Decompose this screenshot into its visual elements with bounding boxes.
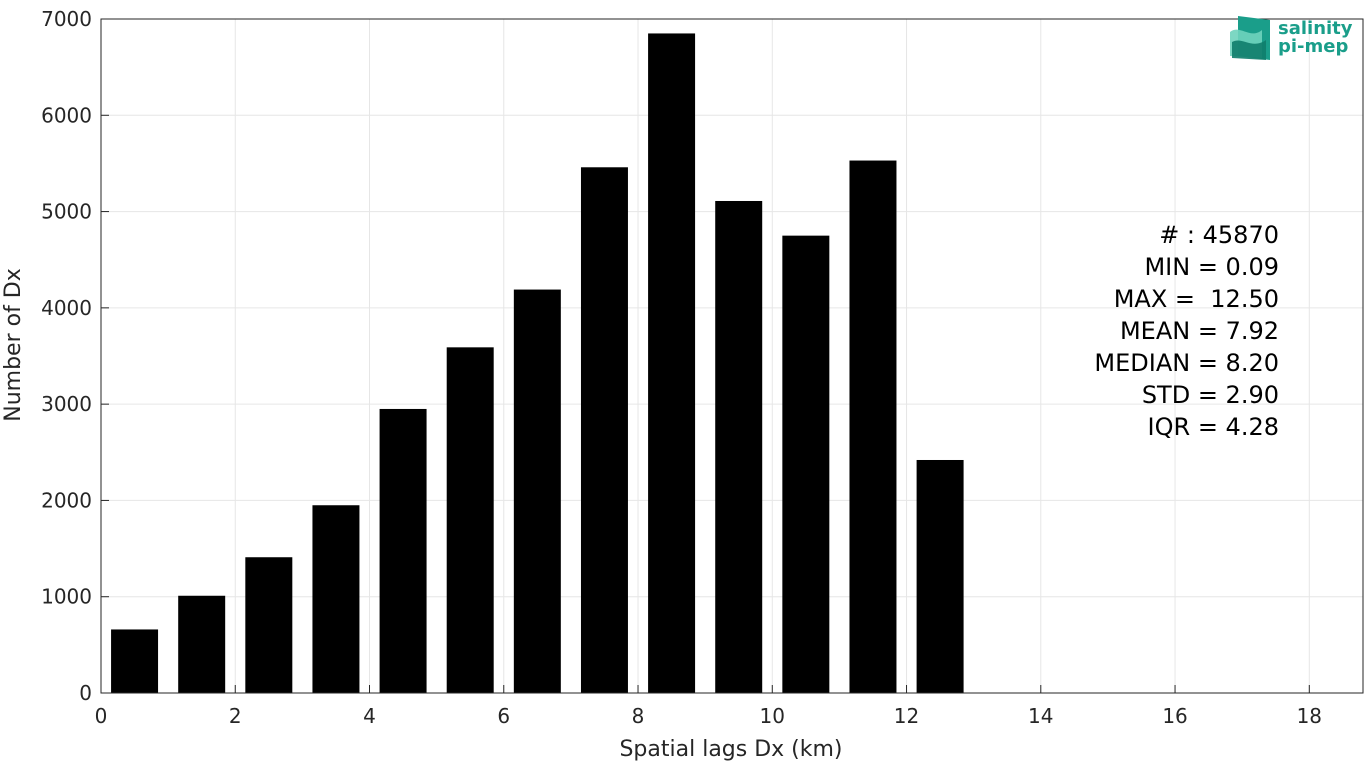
histogram-bar bbox=[916, 459, 964, 693]
stat-annotation: MEDIAN = 8.20 bbox=[1094, 349, 1279, 377]
x-tick-label: 4 bbox=[363, 704, 376, 728]
axes bbox=[100, 18, 1364, 694]
wave-logo-icon bbox=[1230, 16, 1270, 60]
stat-annotation: STD = 2.90 bbox=[1142, 381, 1279, 409]
x-tick-label: 8 bbox=[632, 704, 645, 728]
histogram-bar bbox=[379, 408, 427, 693]
stat-annotation: MIN = 0.09 bbox=[1144, 253, 1279, 281]
histogram-bar bbox=[178, 595, 226, 693]
histogram-bar bbox=[446, 347, 494, 693]
stat-annotation: # : 45870 bbox=[1159, 221, 1279, 249]
y-tick-label: 1000 bbox=[41, 585, 92, 609]
y-tick-label: 6000 bbox=[41, 103, 92, 127]
histogram-bar bbox=[648, 33, 696, 693]
histogram-bar bbox=[715, 200, 763, 694]
stat-annotation: IQR = 4.28 bbox=[1148, 413, 1279, 441]
histogram-bar bbox=[312, 505, 360, 693]
statistics-box: # : 45870 MIN = 0.09 MAX = 12.50 MEAN = 7.9… bbox=[1094, 221, 1279, 441]
histogram-bar bbox=[513, 289, 561, 693]
stat-annotation: MAX = 12.50 bbox=[1114, 285, 1279, 313]
bars bbox=[111, 33, 964, 694]
y-tick-label: 0 bbox=[79, 681, 92, 705]
x-tick-labels: 0 2 4 6 8 10 12 14 16 18 bbox=[95, 704, 1322, 728]
x-tick-label: 12 bbox=[894, 704, 919, 728]
axes-box bbox=[100, 18, 1364, 694]
salinity-pi-mep-logo: salinity pi-mep bbox=[1230, 16, 1353, 60]
histogram-bar bbox=[849, 160, 897, 694]
x-tick-label: 18 bbox=[1297, 704, 1322, 728]
histogram-bar bbox=[580, 167, 628, 693]
x-axis-label: Spatial lags Dx (km) bbox=[619, 737, 842, 762]
x-tick-label: 10 bbox=[760, 704, 785, 728]
histogram-bar bbox=[782, 235, 830, 693]
stat-annotation: MEAN = 7.92 bbox=[1120, 317, 1279, 345]
x-tick-label: 16 bbox=[1162, 704, 1187, 728]
y-tick-labels: 0 1000 2000 3000 4000 5000 6000 7000 bbox=[41, 7, 92, 705]
x-tick-label: 2 bbox=[229, 704, 242, 728]
logo-text-pi-mep: pi-mep bbox=[1278, 36, 1348, 57]
y-tick-label: 5000 bbox=[41, 200, 92, 224]
x-tick-label: 0 bbox=[95, 704, 108, 728]
logo-text-salinity: salinity bbox=[1278, 18, 1353, 39]
y-tick-label: 2000 bbox=[41, 488, 92, 512]
y-tick-label: 3000 bbox=[41, 392, 92, 416]
histogram-bar bbox=[111, 629, 159, 693]
y-axis-label: Number of Dx bbox=[1, 268, 26, 422]
x-tick-label: 6 bbox=[497, 704, 510, 728]
y-tick-label: 7000 bbox=[41, 7, 92, 31]
histogram-bar bbox=[245, 557, 293, 693]
x-tick-label: 14 bbox=[1028, 704, 1053, 728]
y-tick-label: 4000 bbox=[41, 296, 92, 320]
